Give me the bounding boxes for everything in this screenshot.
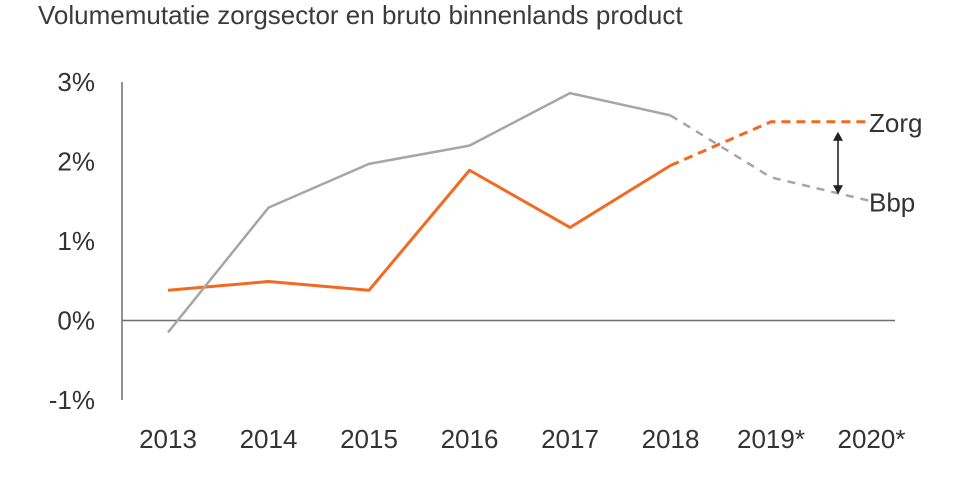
x-tick-label: 2014	[240, 424, 298, 454]
series-forecast-line-zorg	[669, 120, 872, 167]
y-tick-label: 0%	[57, 306, 95, 336]
series-line-bbp	[167, 91, 671, 334]
chart-title: Volumemutatie zorgsector en bruto binnen…	[38, 0, 683, 30]
gap-arrow-head-down	[833, 185, 843, 195]
x-tick-label: 2020*	[838, 424, 906, 454]
x-tick-label: 2016	[441, 424, 499, 454]
chart-series	[167, 91, 872, 334]
gap-arrow-head-up	[833, 131, 843, 141]
y-tick-label: 1%	[57, 226, 95, 256]
x-tick-label: 2019*	[737, 424, 805, 454]
x-tick-label: 2015	[340, 424, 398, 454]
series-forecast-line-bbp	[669, 114, 872, 203]
chart-axes: 3% 2% 1% 0% -1% 2013 2014 2015 2016 2017 2018 2019*…	[49, 67, 906, 454]
y-tick-label: 2%	[57, 147, 95, 177]
y-tick-label: 3%	[57, 67, 95, 97]
x-tick-label: 2018	[642, 424, 700, 454]
series-line-zorg	[167, 164, 672, 292]
x-tick-label: 2017	[541, 424, 599, 454]
x-tick-label: 2013	[139, 424, 197, 454]
series-label-bbp: Bbp	[869, 187, 915, 217]
series-label-zorg: Zorg	[869, 108, 922, 138]
chart-labels: Zorg Bbp	[833, 108, 922, 217]
y-tick-label: -1%	[49, 385, 95, 415]
